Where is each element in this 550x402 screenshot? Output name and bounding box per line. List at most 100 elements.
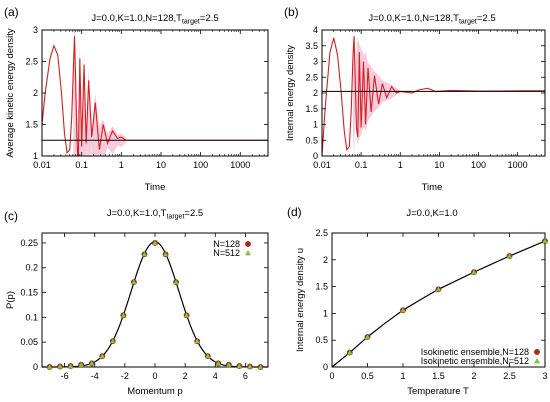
y-tick-label: 0.2	[25, 263, 38, 273]
data-point-triangle	[245, 250, 251, 256]
x-tick-label: 1	[400, 371, 405, 381]
chart-panel-a: 0.01 0.1 1 10 100 1000 1 1.5 2 2.5 3 (a) J=0.0,K=1.0…	[4, 5, 269, 193]
x-tick-label: 1000	[230, 160, 250, 170]
x-tick-label: -2	[121, 371, 129, 381]
x-tick-label: -4	[91, 371, 99, 381]
y-tick-label: 1	[313, 120, 318, 130]
series-triangle	[346, 238, 548, 355]
data-point-triangle	[162, 251, 169, 257]
y-tick-label: 0	[33, 362, 38, 372]
y-tick-label: 3	[33, 25, 38, 35]
y-tick-label: 0.05	[20, 337, 38, 347]
gaussian-curve	[42, 241, 268, 368]
title-subscript: target	[167, 214, 185, 221]
x-axis-label: Momentum p	[127, 386, 182, 397]
legend-label: N=128	[213, 239, 240, 249]
data-point-triangle	[257, 364, 264, 370]
data-point-circle	[534, 349, 540, 355]
y-tick-label: 1.5	[315, 282, 328, 292]
x-axis-label: Time	[422, 182, 443, 193]
data-point-triangle	[120, 312, 127, 318]
y-tick-label: 0.15	[20, 288, 38, 298]
data-point-triangle	[225, 361, 232, 367]
data-point-triangle	[364, 334, 371, 340]
data-point-triangle	[471, 269, 477, 275]
x-tick-label: 0.01	[313, 160, 331, 170]
legend-label: N=512	[213, 248, 240, 258]
legend-label: Isokinetic ensemble,N=512	[421, 356, 529, 366]
data-point-triangle	[173, 279, 179, 285]
x-tick-label: 4	[213, 371, 218, 381]
x-tick-label: 2	[183, 371, 188, 381]
title-main: J=0.0,K=1.0,N=128,T	[91, 13, 182, 24]
x-axis-label: Temperature T	[407, 386, 469, 397]
series-triangle	[46, 240, 264, 370]
x-tick-label: 0.1	[355, 160, 368, 170]
y-tick-label: 0.5	[315, 335, 328, 345]
data-point-triangle	[109, 338, 116, 344]
x-axis-label: Time	[145, 182, 166, 193]
data-point-triangle	[183, 312, 190, 318]
x-tick-label: 1	[398, 160, 403, 170]
panel-label: (b)	[284, 5, 299, 19]
x-tick-label: 2	[471, 371, 476, 381]
data-point-triangle	[215, 360, 222, 366]
y-axis-label: Average kinetic energy density	[5, 28, 16, 157]
y-tick-label: 2	[323, 255, 328, 265]
x-tick-label: 1	[119, 160, 124, 170]
y-tick-label: 2.5	[315, 228, 328, 238]
title-suffix: =2.5	[200, 13, 219, 24]
oscillation-line	[322, 36, 545, 156]
title-subscript: target	[459, 19, 477, 26]
y-tick-label: 1.5	[305, 104, 318, 114]
data-point-triangle	[534, 358, 540, 364]
x-tick-label: 0.1	[75, 160, 88, 170]
data-point-triangle	[204, 353, 211, 359]
data-point-triangle	[99, 353, 106, 359]
x-tick-label: 1.5	[432, 371, 445, 381]
data-point-triangle	[57, 363, 63, 369]
title-main: J=0.0,K=1.0,N=128,T	[368, 13, 459, 24]
x-tick-label: 100	[471, 160, 486, 170]
panel-label: (a)	[4, 5, 19, 19]
x-tick-label: 0.01	[33, 160, 51, 170]
y-tick-label: 0	[323, 362, 328, 372]
y-tick-label: 2	[33, 88, 38, 98]
data-point-triangle	[247, 363, 253, 369]
data-point-triangle	[506, 253, 513, 259]
data-point-triangle	[67, 363, 74, 369]
data-point-triangle	[400, 307, 406, 313]
x-tick-label: 2.5	[503, 371, 516, 381]
title-suffix: =2.5	[184, 208, 203, 219]
panel-label: (c)	[4, 209, 18, 223]
plot-area	[322, 30, 545, 156]
plot-area	[42, 30, 268, 156]
y-axis-label: Internal energy density u	[295, 248, 306, 352]
x-tick-label: 1000	[508, 160, 528, 170]
x-tick-label: 10	[434, 160, 444, 170]
series-circle	[346, 238, 548, 356]
y-tick-label: 0.1	[25, 312, 38, 322]
legend-label: Isokinetic ensemble,N=128	[421, 347, 529, 357]
data-point-triangle	[46, 364, 53, 370]
title-subscript: target	[182, 19, 200, 26]
x-tick-label: 0	[329, 371, 334, 381]
data-point-triangle	[194, 338, 201, 344]
series-circle	[46, 240, 264, 370]
y-tick-label: 0	[313, 151, 318, 161]
x-tick-label: 6	[243, 371, 248, 381]
y-tick-label: 0.25	[20, 238, 38, 248]
data-point-triangle	[435, 286, 442, 292]
chart-panel-b: 0.01 0.1 1 10 100 1000 0 0.5 1 1.5 2 2.5 3 3.5 4 (b) J=0…	[284, 5, 546, 193]
data-point-triangle	[542, 238, 548, 244]
chart-title: J=0.0,K=1.0	[406, 208, 457, 219]
y-tick-label: 4	[313, 25, 318, 35]
y-axis-label: P(p)	[5, 291, 16, 309]
data-point-triangle	[141, 251, 148, 257]
y-tick-label: 2.5	[25, 57, 38, 67]
y-tick-label: 3	[313, 57, 318, 67]
x-tick-label: 3	[542, 371, 547, 381]
